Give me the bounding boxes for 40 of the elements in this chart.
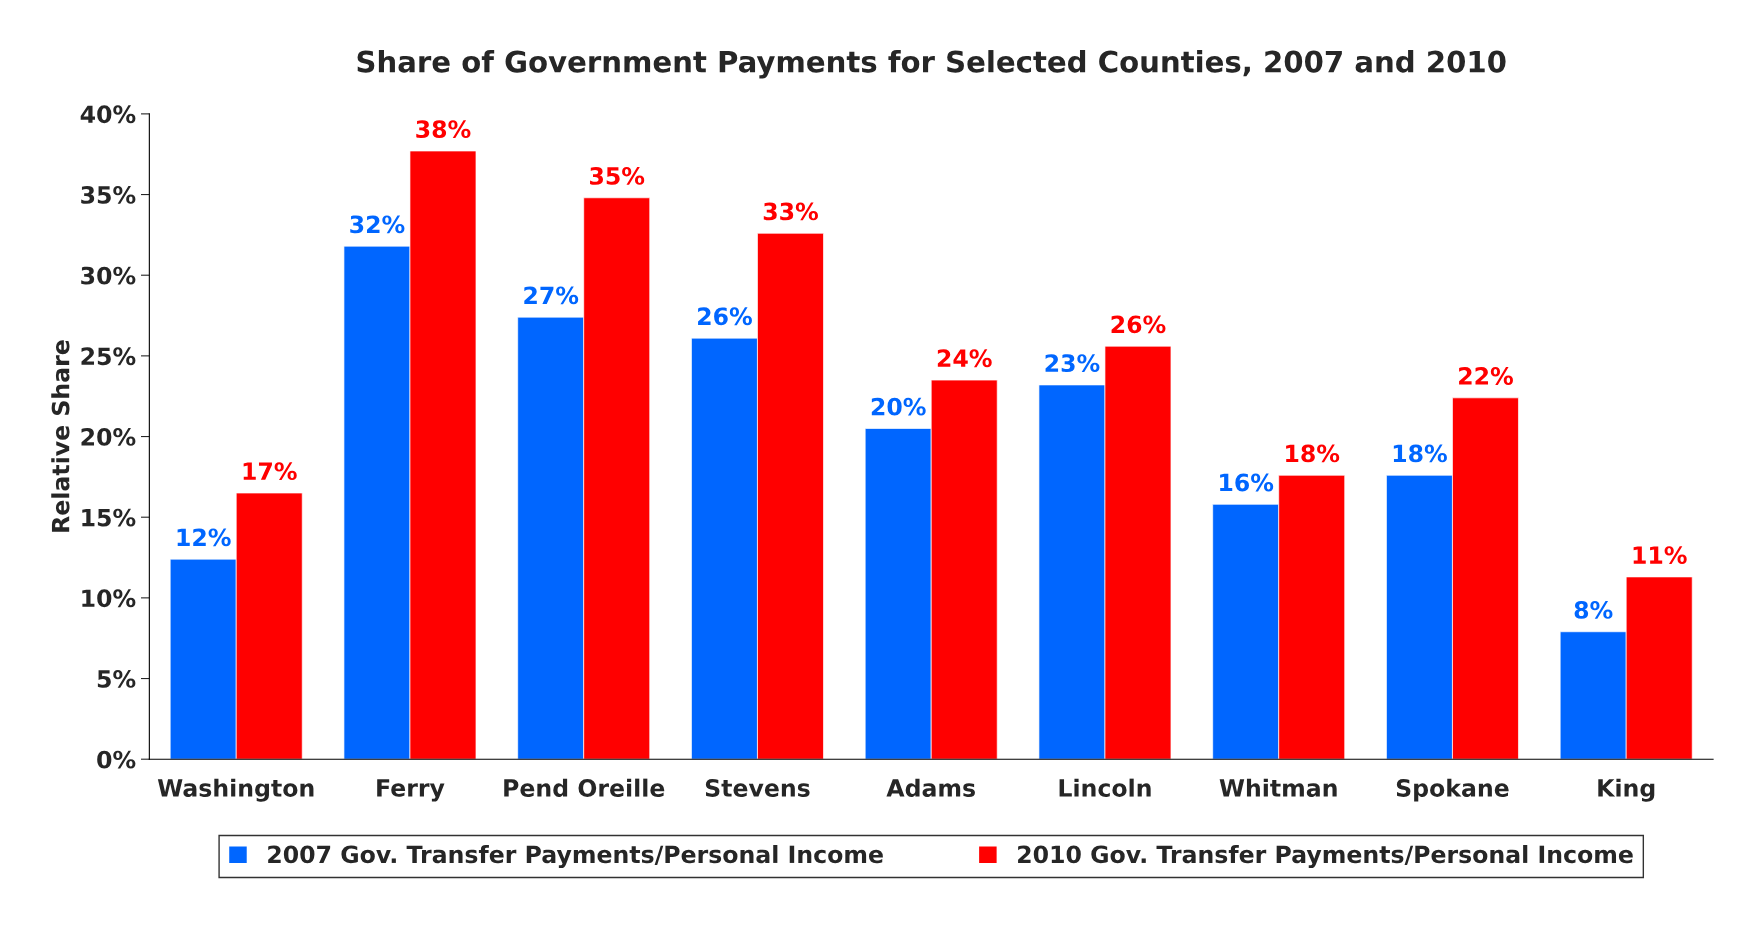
y-tick-label: 15%: [82, 508, 136, 527]
y-tick-label: 25%: [81, 347, 136, 366]
data-label: 23%: [1045, 354, 1100, 373]
x-tick-label: Whitman: [1219, 778, 1337, 797]
data-label: 24%: [937, 349, 992, 368]
chart-title: Share of Government Payments for Selected Counties, 2007 and 2010: [357, 50, 1506, 79]
x-tick-label: Washington: [157, 778, 314, 802]
y-axis-title: Relative Share: [51, 340, 70, 532]
data-label: 38%: [416, 120, 471, 139]
x-tick-label: Adams: [886, 778, 975, 797]
y-tick-label: 30%: [81, 266, 136, 285]
x-tick-label: Stevens: [705, 779, 810, 797]
data-label: 32%: [350, 215, 405, 234]
y-tick-label: 5%: [97, 669, 136, 688]
data-label: 12%: [177, 528, 231, 547]
data-label: 35%: [590, 167, 645, 185]
data-label: 20%: [871, 397, 926, 416]
y-tick-label: 35%: [81, 185, 136, 204]
y-tick-label: 40%: [80, 105, 136, 124]
data-label: 26%: [698, 307, 752, 326]
x-tick-label: Spokane: [1396, 778, 1509, 802]
x-tick-label: Pend Oreille: [504, 778, 665, 797]
data-label: 27%: [524, 286, 579, 305]
data-label: 26%: [1111, 315, 1166, 334]
x-tick-label: Lincoln: [1059, 778, 1151, 797]
y-tick-label: 0%: [97, 750, 136, 769]
data-label: 18%: [1286, 444, 1340, 463]
x-tick-label: King: [1598, 778, 1655, 802]
y-tick-label: 20%: [81, 427, 136, 446]
data-label: 8%: [1574, 600, 1613, 619]
x-tick-label: Ferry: [377, 779, 445, 802]
data-label: 17%: [243, 462, 297, 481]
data-label: 11%: [1633, 546, 1687, 564]
y-tick-label: 10%: [82, 589, 136, 608]
data-label: 16%: [1220, 473, 1274, 492]
legend-label: 2007 Gov. Transfer Payments/Personal Income: [268, 844, 883, 869]
data-label: 18%: [1393, 444, 1447, 463]
data-label: 33%: [763, 202, 818, 221]
legend-label: 2010 Gov. Transfer Payments/Personal Income: [1018, 844, 1633, 869]
data-label: 22%: [1459, 367, 1513, 385]
